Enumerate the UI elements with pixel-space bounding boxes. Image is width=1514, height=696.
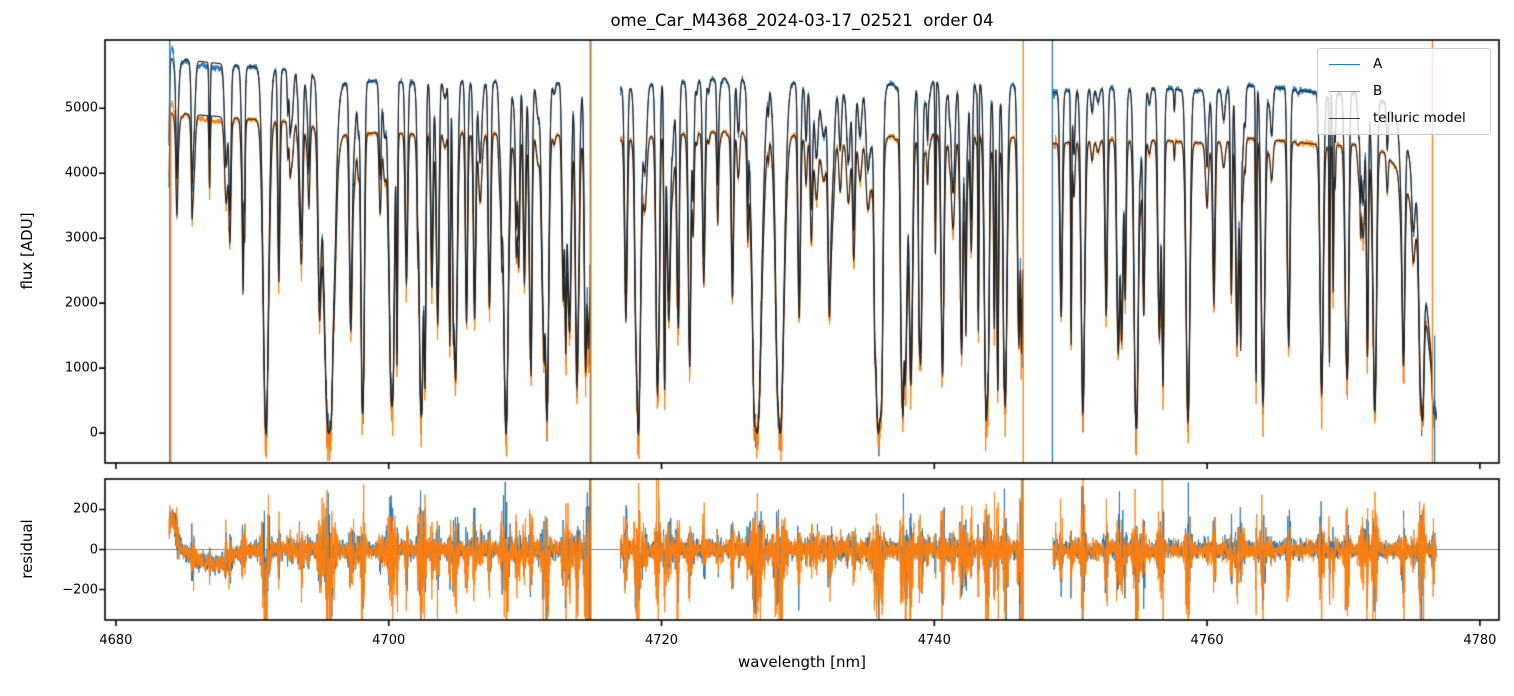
legend-item-telluric: telluric model [1329,109,1479,126]
legend-label-a: A [1373,56,1383,72]
flux-y-tick-label: 0 [89,425,98,441]
residual-y-tick-label: 200 [73,501,98,517]
x-tick-label: 4760 [1190,633,1224,648]
residual-y-tick-label: −200 [62,582,98,598]
flux-y-tick-label: 1000 [64,360,98,376]
legend-item-a: A [1329,56,1479,72]
legend-line-b-swatch [1329,91,1360,92]
flux-y-tick-label: 2000 [64,295,98,311]
plot-title: ome_Car_M4368_2024-03-17_02521 order 04 [610,11,994,30]
x-tick-label: 4700 [372,633,406,648]
legend-box: A B telluric model [1317,48,1491,135]
legend-item-b: B [1329,82,1479,99]
x-tick-label: 4680 [99,633,133,648]
flux-y-tick-label: 5000 [64,100,98,116]
legend-label-b: B [1373,82,1383,99]
x-tick-label: 4780 [1463,633,1497,648]
legend-label-telluric: telluric model [1373,109,1466,126]
legend-line-telluric-swatch [1329,117,1360,119]
x-tick-label: 4740 [917,633,951,648]
residual-y-tick-label: 0 [89,542,98,557]
flux-y-tick-label: 3000 [64,230,98,246]
flux-axis-label: flux [ADU] [18,212,36,290]
x-tick-label: 4720 [644,633,679,648]
wavelength-axis-label: wavelength [nm] [738,653,866,671]
flux-y-tick-label: 4000 [64,165,98,181]
legend-line-a-swatch [1329,64,1360,66]
